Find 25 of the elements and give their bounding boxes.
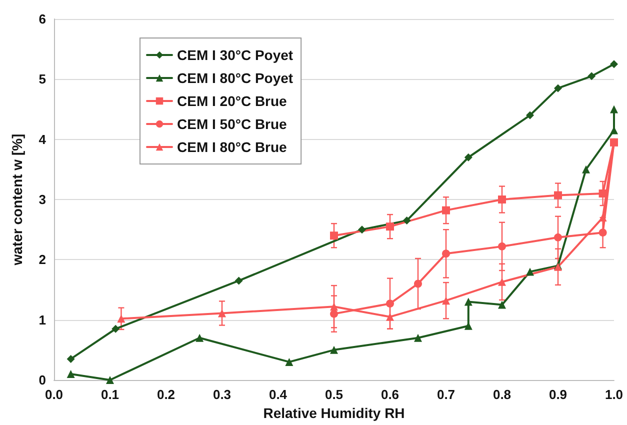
legend-label: CEM I 50°C Brue bbox=[177, 116, 288, 132]
x-tick-label: 0.9 bbox=[548, 387, 568, 402]
y-tick-label: 4 bbox=[38, 132, 47, 147]
x-axis-title: Relative Humidity RH bbox=[263, 404, 405, 421]
y-tick-label: 0 bbox=[38, 372, 46, 388]
y-tick-label: 2 bbox=[38, 252, 46, 268]
x-tick-label: 0.4 bbox=[268, 387, 288, 402]
x-tick-label: 0.5 bbox=[324, 387, 344, 402]
y-tick-label: 1 bbox=[38, 312, 46, 328]
legend-label: CEM I 80°C Brue bbox=[177, 139, 288, 155]
x-tick-label: 0.0 bbox=[44, 387, 64, 402]
y-tick-label: 6 bbox=[38, 12, 46, 26]
x-tick-label: 0.1 bbox=[100, 387, 120, 402]
x-tick-label: 0.2 bbox=[156, 387, 176, 402]
legend-label: CEM I 80°C Poyet bbox=[177, 70, 294, 86]
legend-label: CEM I 30°C Poyet bbox=[177, 47, 294, 63]
x-tick-label: 0.8 bbox=[492, 387, 512, 402]
x-tick-label: 0.6 bbox=[380, 387, 400, 402]
y-axis-title: water content w [%] bbox=[9, 134, 25, 266]
y-tick-label: 3 bbox=[38, 192, 46, 207]
x-tick-label: 0.7 bbox=[436, 387, 456, 402]
legend-label: CEM I 20°C Brue bbox=[177, 93, 288, 109]
x-tick-label: 0.3 bbox=[212, 387, 232, 402]
y-tick-label: 5 bbox=[38, 72, 46, 87]
x-tick-label: 1.0 bbox=[604, 387, 624, 402]
